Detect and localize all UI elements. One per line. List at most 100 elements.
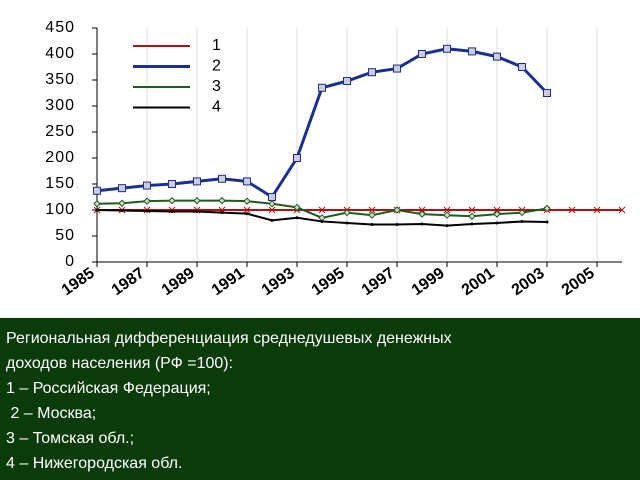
marker: [243, 206, 251, 214]
caption-line: 2 – Москва;: [6, 405, 97, 422]
marker: [518, 63, 526, 71]
marker: [393, 64, 401, 73]
caption-line: 1 – Российская Федерация;: [6, 380, 211, 397]
marker: [343, 208, 351, 217]
marker: [295, 216, 299, 220]
marker: [118, 184, 126, 193]
y-tick-label: 150: [45, 175, 75, 192]
marker: [93, 186, 101, 195]
marker: [195, 210, 199, 214]
x-tick-label: 1999: [409, 265, 448, 299]
marker: [493, 52, 501, 61]
marker: [245, 212, 249, 216]
caption-line: 3 – Томская обл.;: [6, 430, 135, 447]
y-tick-label: 200: [45, 149, 75, 166]
y-tick-label: 100: [45, 201, 75, 218]
legend-label: 2: [212, 58, 221, 75]
x-tick-label: 2003: [509, 265, 548, 299]
marker: [318, 206, 326, 214]
legend-label: 4: [212, 99, 221, 116]
x-tick-label: 1997: [359, 265, 398, 299]
marker: [445, 224, 449, 228]
x-tick-label: 1987: [109, 265, 148, 299]
y-tick-label: 300: [45, 97, 75, 114]
marker: [518, 208, 526, 217]
marker: [220, 211, 224, 215]
marker: [293, 154, 301, 162]
marker: [443, 206, 451, 214]
marker: [493, 206, 501, 214]
marker: [168, 196, 176, 205]
marker: [468, 206, 476, 214]
x-tick-label: 2005: [559, 265, 598, 299]
marker: [370, 223, 374, 227]
series-markers: [95, 208, 549, 228]
marker: [345, 221, 349, 225]
x-tick-label: 1993: [259, 265, 298, 299]
marker: [470, 222, 474, 226]
marker: [243, 177, 251, 186]
marker: [143, 181, 151, 190]
series-line: [96, 47, 549, 200]
y-tick-label: 250: [45, 123, 75, 140]
marker: [170, 210, 174, 214]
marker: [218, 174, 226, 183]
marker: [193, 196, 201, 205]
marker: [368, 206, 376, 214]
marker: [368, 211, 376, 219]
marker: [293, 203, 301, 212]
series-markers: [93, 44, 551, 201]
marker: [520, 219, 524, 223]
marker: [543, 89, 551, 97]
marker: [168, 180, 176, 188]
x-tick-label: 1989: [159, 265, 198, 299]
marker: [495, 221, 499, 225]
marker: [270, 218, 274, 222]
marker: [418, 210, 426, 218]
marker: [320, 219, 324, 223]
marker: [493, 210, 501, 218]
marker: [193, 177, 201, 186]
marker: [318, 83, 326, 92]
marker: [545, 220, 549, 224]
marker: [443, 44, 451, 53]
marker: [618, 206, 626, 214]
marker: [145, 209, 149, 213]
marker: [118, 199, 126, 207]
marker: [418, 206, 426, 214]
caption-line: 4 – Нижегородская обл.: [6, 455, 183, 472]
caption-line: доходов населения (РФ =100):: [6, 355, 234, 372]
marker: [268, 193, 276, 201]
marker: [93, 200, 101, 208]
marker: [120, 209, 124, 213]
marker: [443, 211, 451, 219]
y-tick-label: 50: [55, 227, 75, 244]
marker: [418, 50, 426, 58]
marker: [243, 197, 251, 205]
legend-label: 1: [212, 37, 221, 54]
caption: Региональная дифференциация среднедушевы…: [0, 318, 640, 480]
caption-line: Региональная дифференциация среднедушевы…: [6, 330, 452, 347]
x-tick-label: 1991: [209, 265, 248, 299]
marker: [318, 214, 326, 222]
marker: [468, 212, 476, 220]
marker: [393, 206, 401, 214]
y-tick-label: 450: [45, 19, 75, 36]
legend-label: 3: [212, 78, 221, 95]
marker: [468, 47, 476, 56]
marker: [218, 196, 226, 205]
marker: [143, 197, 151, 205]
marker: [268, 200, 276, 208]
x-tick-label: 1995: [309, 265, 348, 299]
marker: [593, 206, 601, 214]
marker: [420, 222, 424, 226]
marker: [395, 223, 399, 227]
x-tick-label: 2001: [459, 265, 498, 299]
series-markers: [93, 196, 551, 222]
marker: [268, 206, 276, 214]
y-tick-label: 400: [45, 45, 75, 62]
marker: [543, 204, 551, 213]
marker: [368, 68, 376, 77]
